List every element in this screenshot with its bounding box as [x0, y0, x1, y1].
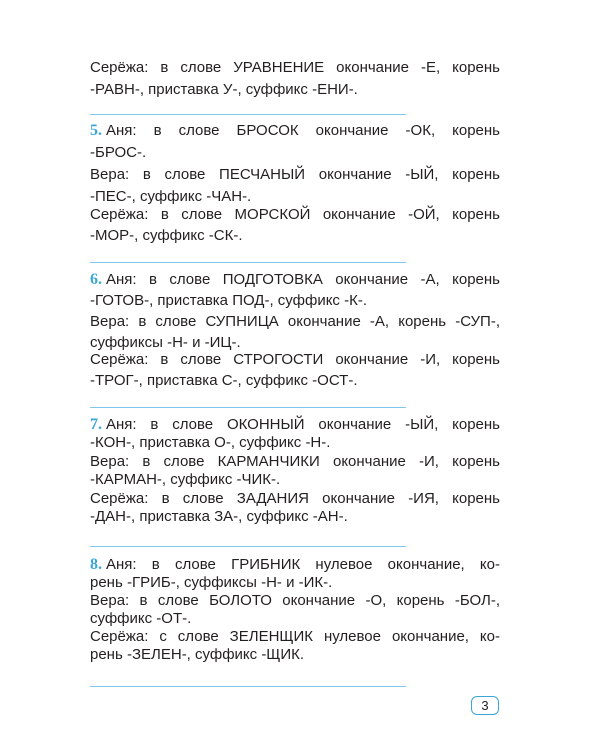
line-text: суффиксы -Н- и -ИЦ-. — [90, 334, 241, 351]
text-line: -ДАН-, приставка ЗА-, суффикс -АН-. — [90, 508, 500, 526]
text-line: суффиксы -Н- и -ИЦ-. — [90, 332, 500, 353]
answer-paragraph: Вера: в слове СУПНИЦА окончание -А, коре… — [90, 311, 500, 353]
line-text: Вера: в слове БОЛОТО окончание -О, корен… — [90, 592, 500, 609]
text-line: -РАВН-, приставка У-, суффикс -ЕНИ-. — [90, 79, 500, 101]
line-text: -РАВН-, приставка У-, суффикс -ЕНИ-. — [90, 81, 358, 98]
text-line: -ТРОГ-, приставка С-, суффикс -ОСТ-. — [90, 370, 500, 391]
answer-divider-line — [90, 114, 406, 115]
line-text: Серёжа: в слове ЗАДАНИЯ окончание -ИЯ, к… — [90, 490, 500, 507]
text-line: -МОР-, суффикс -СК-. — [90, 225, 500, 246]
exercise-8: 8. Аня: в слове ГРИБНИК нулевое окончание… — [90, 556, 500, 592]
line-text: -ПЕС-, суффикс -ЧАН-. — [90, 188, 252, 205]
line-text: Серёжа: в слове УРАВНЕНИЕ окончание -Е, … — [90, 59, 500, 76]
line-text: -ТРОГ-, приставка С-, суффикс -ОСТ-. — [90, 372, 358, 389]
text-line: Вера: в слове СУПНИЦА окончание -А, коре… — [90, 311, 500, 332]
text-line: 7. Аня: в слове ОКОННЫЙ окончание -ЫЙ, ко… — [90, 416, 500, 434]
answer-paragraph: Серёжа: в слове УРАВНЕНИЕ окончание -Е, … — [90, 57, 500, 101]
exercise-6: 6. Аня: в слове ПОДГОТОВКА окончание -А, … — [90, 269, 500, 311]
answer-paragraph: Вера: в слове КАРМАНЧИКИ окончание -И, к… — [90, 453, 500, 490]
answer-paragraph: Серёжа: в слове МОРСКОЙ окончание -ОЙ, к… — [90, 204, 500, 246]
text-line: рень -ГРИБ-, суффиксы -Н- и -ИК-. — [90, 574, 500, 592]
line-text: Аня: в слове БРОСОК окончание -ОК, корен… — [106, 122, 500, 139]
line-text: -ДАН-, приставка ЗА-, суффикс -АН-. — [90, 508, 348, 526]
text-line: Серёжа: в слове МОРСКОЙ окончание -ОЙ, к… — [90, 204, 500, 225]
exercise-7: 7. Аня: в слове ОКОННЫЙ окончание -ЫЙ, ко… — [90, 416, 500, 453]
line-text: -ГОТОВ-, приставка ПОД-, суффикс -К-. — [90, 292, 367, 309]
line-text: Серёжа: с слове ЗЕЛЕНЩИК нулевое окончан… — [90, 628, 500, 645]
text-line: 8. Аня: в слове ГРИБНИК нулевое окончание… — [90, 556, 500, 574]
answer-divider-line — [90, 686, 406, 687]
text-line: -ГОТОВ-, приставка ПОД-, суффикс -К-. — [90, 290, 500, 311]
line-text: Аня: в слове ГРИБНИК нулевое окончание, … — [106, 556, 500, 573]
text-line: рень -ЗЕЛЕН-, суффикс -ЩИК. — [90, 646, 500, 664]
text-line: суффикс -ОТ-. — [90, 610, 500, 628]
line-text: суффикс -ОТ-. — [90, 610, 192, 628]
text-line: Вера: в слове ПЕСЧАНЫЙ окончание -ЫЙ, ко… — [90, 164, 500, 186]
text-line: -БРОС-. — [90, 142, 500, 164]
answer-paragraph: Серёжа: с слове ЗЕЛЕНЩИК нулевое окончан… — [90, 628, 500, 664]
exercise-number: 5. — [90, 122, 102, 139]
text-line: -ПЕС-, суффикс -ЧАН-. — [90, 186, 500, 208]
text-line: Серёжа: в слове ЗАДАНИЯ окончание -ИЯ, к… — [90, 490, 500, 508]
text-line: Серёжа: в слове УРАВНЕНИЕ окончание -Е, … — [90, 57, 500, 79]
line-text: -КАРМАН-, суффикс -ЧИК-. — [90, 471, 281, 489]
line-text: Вера: в слове СУПНИЦА окончание -А, коре… — [90, 313, 500, 330]
exercise-number: 7. — [90, 416, 102, 433]
exercise-number: 8. — [90, 556, 102, 573]
answer-paragraph: Вера: в слове БОЛОТО окончание -О, корен… — [90, 592, 500, 628]
line-text: Вера: в слове КАРМАНЧИКИ окончание -И, к… — [90, 453, 500, 470]
text-line: Серёжа: с слове ЗЕЛЕНЩИК нулевое окончан… — [90, 628, 500, 646]
answer-paragraph: Серёжа: в слове ЗАДАНИЯ окончание -ИЯ, к… — [90, 490, 500, 527]
line-text: -БРОС-. — [90, 144, 147, 161]
line-text: Вера: в слове ПЕСЧАНЫЙ окончание -ЫЙ, ко… — [90, 166, 500, 183]
page-number: 3 — [471, 696, 499, 715]
line-text: -МОР-, суффикс -СК-. — [90, 227, 243, 244]
line-text: Аня: в слове ПОДГОТОВКА окончание -А, ко… — [106, 271, 500, 288]
text-line: Вера: в слове КАРМАНЧИКИ окончание -И, к… — [90, 453, 500, 471]
line-text: рень -ЗЕЛЕН-, суффикс -ЩИК. — [90, 646, 305, 664]
answer-divider-line — [90, 407, 406, 408]
answer-divider-line — [90, 262, 406, 263]
line-text: -КОН-, приставка О-, суффикс -Н-. — [90, 434, 331, 452]
text-line: 5. Аня: в слове БРОСОК окончание -ОК, кор… — [90, 120, 500, 142]
answer-paragraph: Серёжа: в слове СТРОГОСТИ окончание -И, … — [90, 349, 500, 391]
line-text: Серёжа: в слове МОРСКОЙ окончание -ОЙ, к… — [90, 206, 500, 223]
line-text: Серёжа: в слове СТРОГОСТИ окончание -И, … — [90, 351, 500, 368]
exercise-5: 5. Аня: в слове БРОСОК окончание -ОК, кор… — [90, 120, 500, 164]
text-line: Вера: в слове БОЛОТО окончание -О, корен… — [90, 592, 500, 610]
text-line: 6. Аня: в слове ПОДГОТОВКА окончание -А, … — [90, 269, 500, 290]
answer-paragraph: Вера: в слове ПЕСЧАНЫЙ окончание -ЫЙ, ко… — [90, 164, 500, 208]
text-line: Серёжа: в слове СТРОГОСТИ окончание -И, … — [90, 349, 500, 370]
answer-divider-line — [90, 546, 406, 547]
line-text: рень -ГРИБ-, суффиксы -Н- и -ИК-. — [90, 574, 333, 592]
text-line: -КОН-, приставка О-, суффикс -Н-. — [90, 434, 500, 452]
exercise-number: 6. — [90, 271, 102, 288]
text-line: -КАРМАН-, суффикс -ЧИК-. — [90, 471, 500, 489]
line-text: Аня: в слове ОКОННЫЙ окончание -ЫЙ, коре… — [106, 416, 500, 433]
